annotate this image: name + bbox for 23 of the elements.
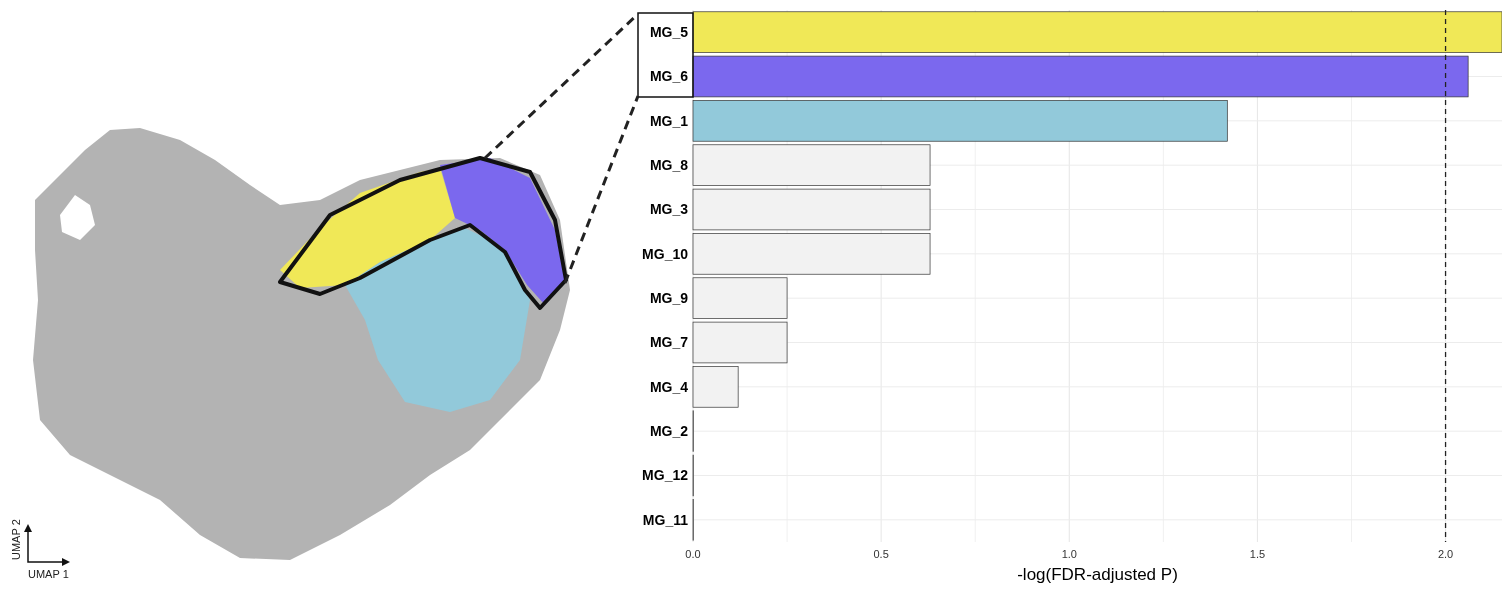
text: UMAP 2 [10, 519, 22, 560]
y-tick-label: MG_1 [649, 112, 689, 129]
y-tick-label: MG_10 [642, 245, 689, 262]
bar [692, 100, 1228, 142]
text: UMAP 1 [28, 568, 69, 580]
y-tick-label: MG_4 [649, 378, 689, 395]
y-tick-label: MG_5 [649, 24, 689, 41]
y-tick-label: MG_8 [649, 157, 689, 174]
y-tick-label: MG_2 [649, 423, 689, 440]
y-tick-label: MG_11 [642, 511, 689, 528]
y-tick-label: MG_3 [649, 201, 689, 218]
x-axis-title: -log(FDR-adjusted P) [1017, 565, 1178, 584]
y-tick-label: MG_6 [649, 68, 689, 85]
x-tick-label: 0.0 [685, 548, 701, 560]
x-tick-label: 0.5 [873, 548, 889, 560]
y-tick-label: MG_9 [649, 290, 689, 307]
x-tick-label: 1.5 [1249, 548, 1266, 560]
bar [692, 55, 1469, 98]
bar [692, 11, 1502, 53]
y-tick-label: MG_7 [649, 334, 689, 351]
y-tick-label: MG_12 [642, 467, 689, 484]
x-tick-label: 2.0 [1437, 548, 1454, 560]
x-tick-label: 1.0 [1061, 548, 1077, 560]
